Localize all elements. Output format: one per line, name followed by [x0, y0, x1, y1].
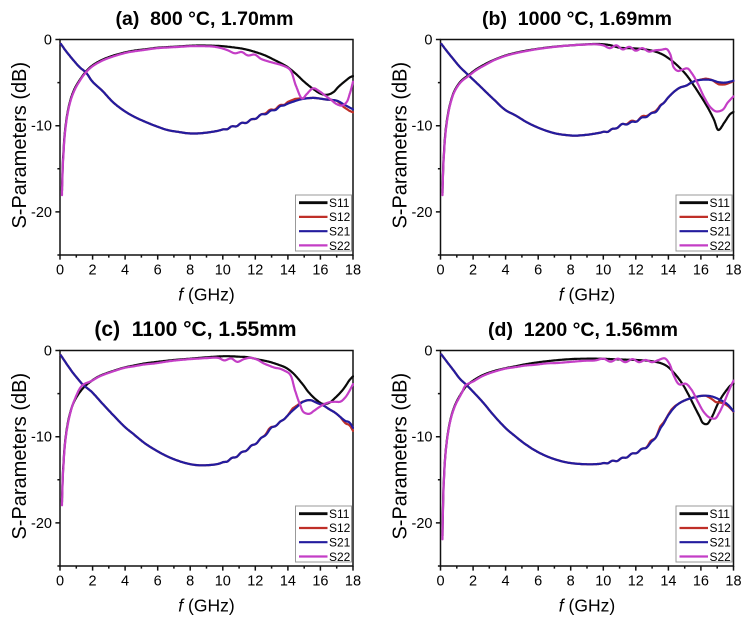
svg-text:S-Parameters (dB): S-Parameters (dB) [9, 62, 31, 229]
svg-text:2: 2 [469, 574, 477, 590]
svg-text:S11: S11 [329, 196, 350, 210]
svg-text:4: 4 [121, 263, 129, 279]
svg-text:18: 18 [725, 263, 741, 279]
svg-text:0: 0 [56, 263, 64, 279]
svg-text:S11: S11 [710, 196, 731, 210]
svg-text:(c) 1100 °C, 1.55mm: (c) 1100 °C, 1.55mm [94, 318, 296, 341]
svg-text:S21: S21 [329, 536, 351, 550]
svg-text:8: 8 [186, 574, 194, 590]
svg-text:-10: -10 [412, 430, 433, 446]
svg-text:0: 0 [44, 33, 52, 49]
svg-text:0: 0 [436, 574, 444, 590]
svg-text:10: 10 [215, 263, 231, 279]
svg-text:2: 2 [89, 263, 97, 279]
svg-text:4: 4 [502, 263, 510, 279]
svg-text:14: 14 [280, 574, 296, 590]
svg-text:8: 8 [186, 263, 194, 279]
svg-text:-20: -20 [31, 205, 52, 221]
svg-text:S12: S12 [329, 210, 351, 224]
svg-text:S21: S21 [710, 225, 732, 239]
svg-text:(b) 1000 °C, 1.69mm: (b) 1000 °C, 1.69mm [482, 8, 672, 30]
svg-text:6: 6 [534, 263, 542, 279]
svg-text:f (GHz): f (GHz) [559, 596, 615, 616]
svg-text:14: 14 [280, 263, 296, 279]
svg-text:-10: -10 [31, 119, 52, 135]
svg-text:16: 16 [693, 263, 709, 279]
svg-text:0: 0 [56, 574, 64, 590]
svg-text:0: 0 [436, 263, 444, 279]
svg-text:S22: S22 [329, 239, 351, 253]
svg-text:f (GHz): f (GHz) [178, 285, 234, 305]
svg-text:10: 10 [215, 574, 231, 590]
svg-text:12: 12 [247, 574, 263, 590]
svg-text:2: 2 [469, 263, 477, 279]
svg-text:S12: S12 [329, 521, 351, 535]
svg-text:0: 0 [44, 344, 52, 360]
svg-text:14: 14 [660, 574, 676, 590]
svg-text:S21: S21 [710, 536, 732, 550]
svg-text:10: 10 [595, 574, 611, 590]
svg-text:16: 16 [693, 574, 709, 590]
svg-text:8: 8 [567, 263, 575, 279]
svg-text:4: 4 [502, 574, 510, 590]
svg-text:-20: -20 [412, 205, 433, 221]
svg-text:S11: S11 [710, 507, 731, 521]
svg-text:S22: S22 [710, 550, 732, 564]
svg-text:f (GHz): f (GHz) [559, 285, 615, 305]
svg-text:16: 16 [312, 263, 328, 279]
svg-text:14: 14 [660, 263, 676, 279]
svg-text:4: 4 [121, 574, 129, 590]
svg-text:S22: S22 [329, 550, 351, 564]
svg-text:6: 6 [534, 574, 542, 590]
svg-text:(a) 800 °C, 1.70mm: (a) 800 °C, 1.70mm [116, 8, 294, 30]
svg-text:S22: S22 [710, 239, 732, 253]
svg-text:S12: S12 [710, 210, 732, 224]
svg-text:10: 10 [595, 263, 611, 279]
svg-text:-20: -20 [31, 516, 52, 532]
svg-text:12: 12 [247, 263, 263, 279]
svg-text:S-Parameters (dB): S-Parameters (dB) [390, 373, 412, 540]
svg-text:0: 0 [424, 33, 432, 49]
svg-text:18: 18 [725, 574, 741, 590]
svg-text:12: 12 [628, 263, 644, 279]
svg-text:8: 8 [567, 574, 575, 590]
svg-text:16: 16 [312, 574, 328, 590]
svg-text:S12: S12 [710, 521, 732, 535]
svg-text:6: 6 [154, 574, 162, 590]
svg-text:f (GHz): f (GHz) [178, 596, 234, 616]
svg-text:0: 0 [424, 344, 432, 360]
svg-text:S21: S21 [329, 225, 351, 239]
svg-text:12: 12 [628, 574, 644, 590]
svg-text:18: 18 [345, 574, 361, 590]
svg-text:S-Parameters (dB): S-Parameters (dB) [390, 62, 412, 229]
svg-text:-20: -20 [412, 516, 433, 532]
svg-text:S11: S11 [329, 507, 350, 521]
svg-text:S-Parameters (dB): S-Parameters (dB) [9, 373, 31, 540]
svg-text:18: 18 [345, 263, 361, 279]
svg-text:(d) 1200 °C, 1.56mm: (d) 1200 °C, 1.56mm [488, 319, 678, 341]
svg-text:2: 2 [89, 574, 97, 590]
svg-text:-10: -10 [31, 430, 52, 446]
svg-text:6: 6 [154, 263, 162, 279]
svg-text:-10: -10 [412, 119, 433, 135]
